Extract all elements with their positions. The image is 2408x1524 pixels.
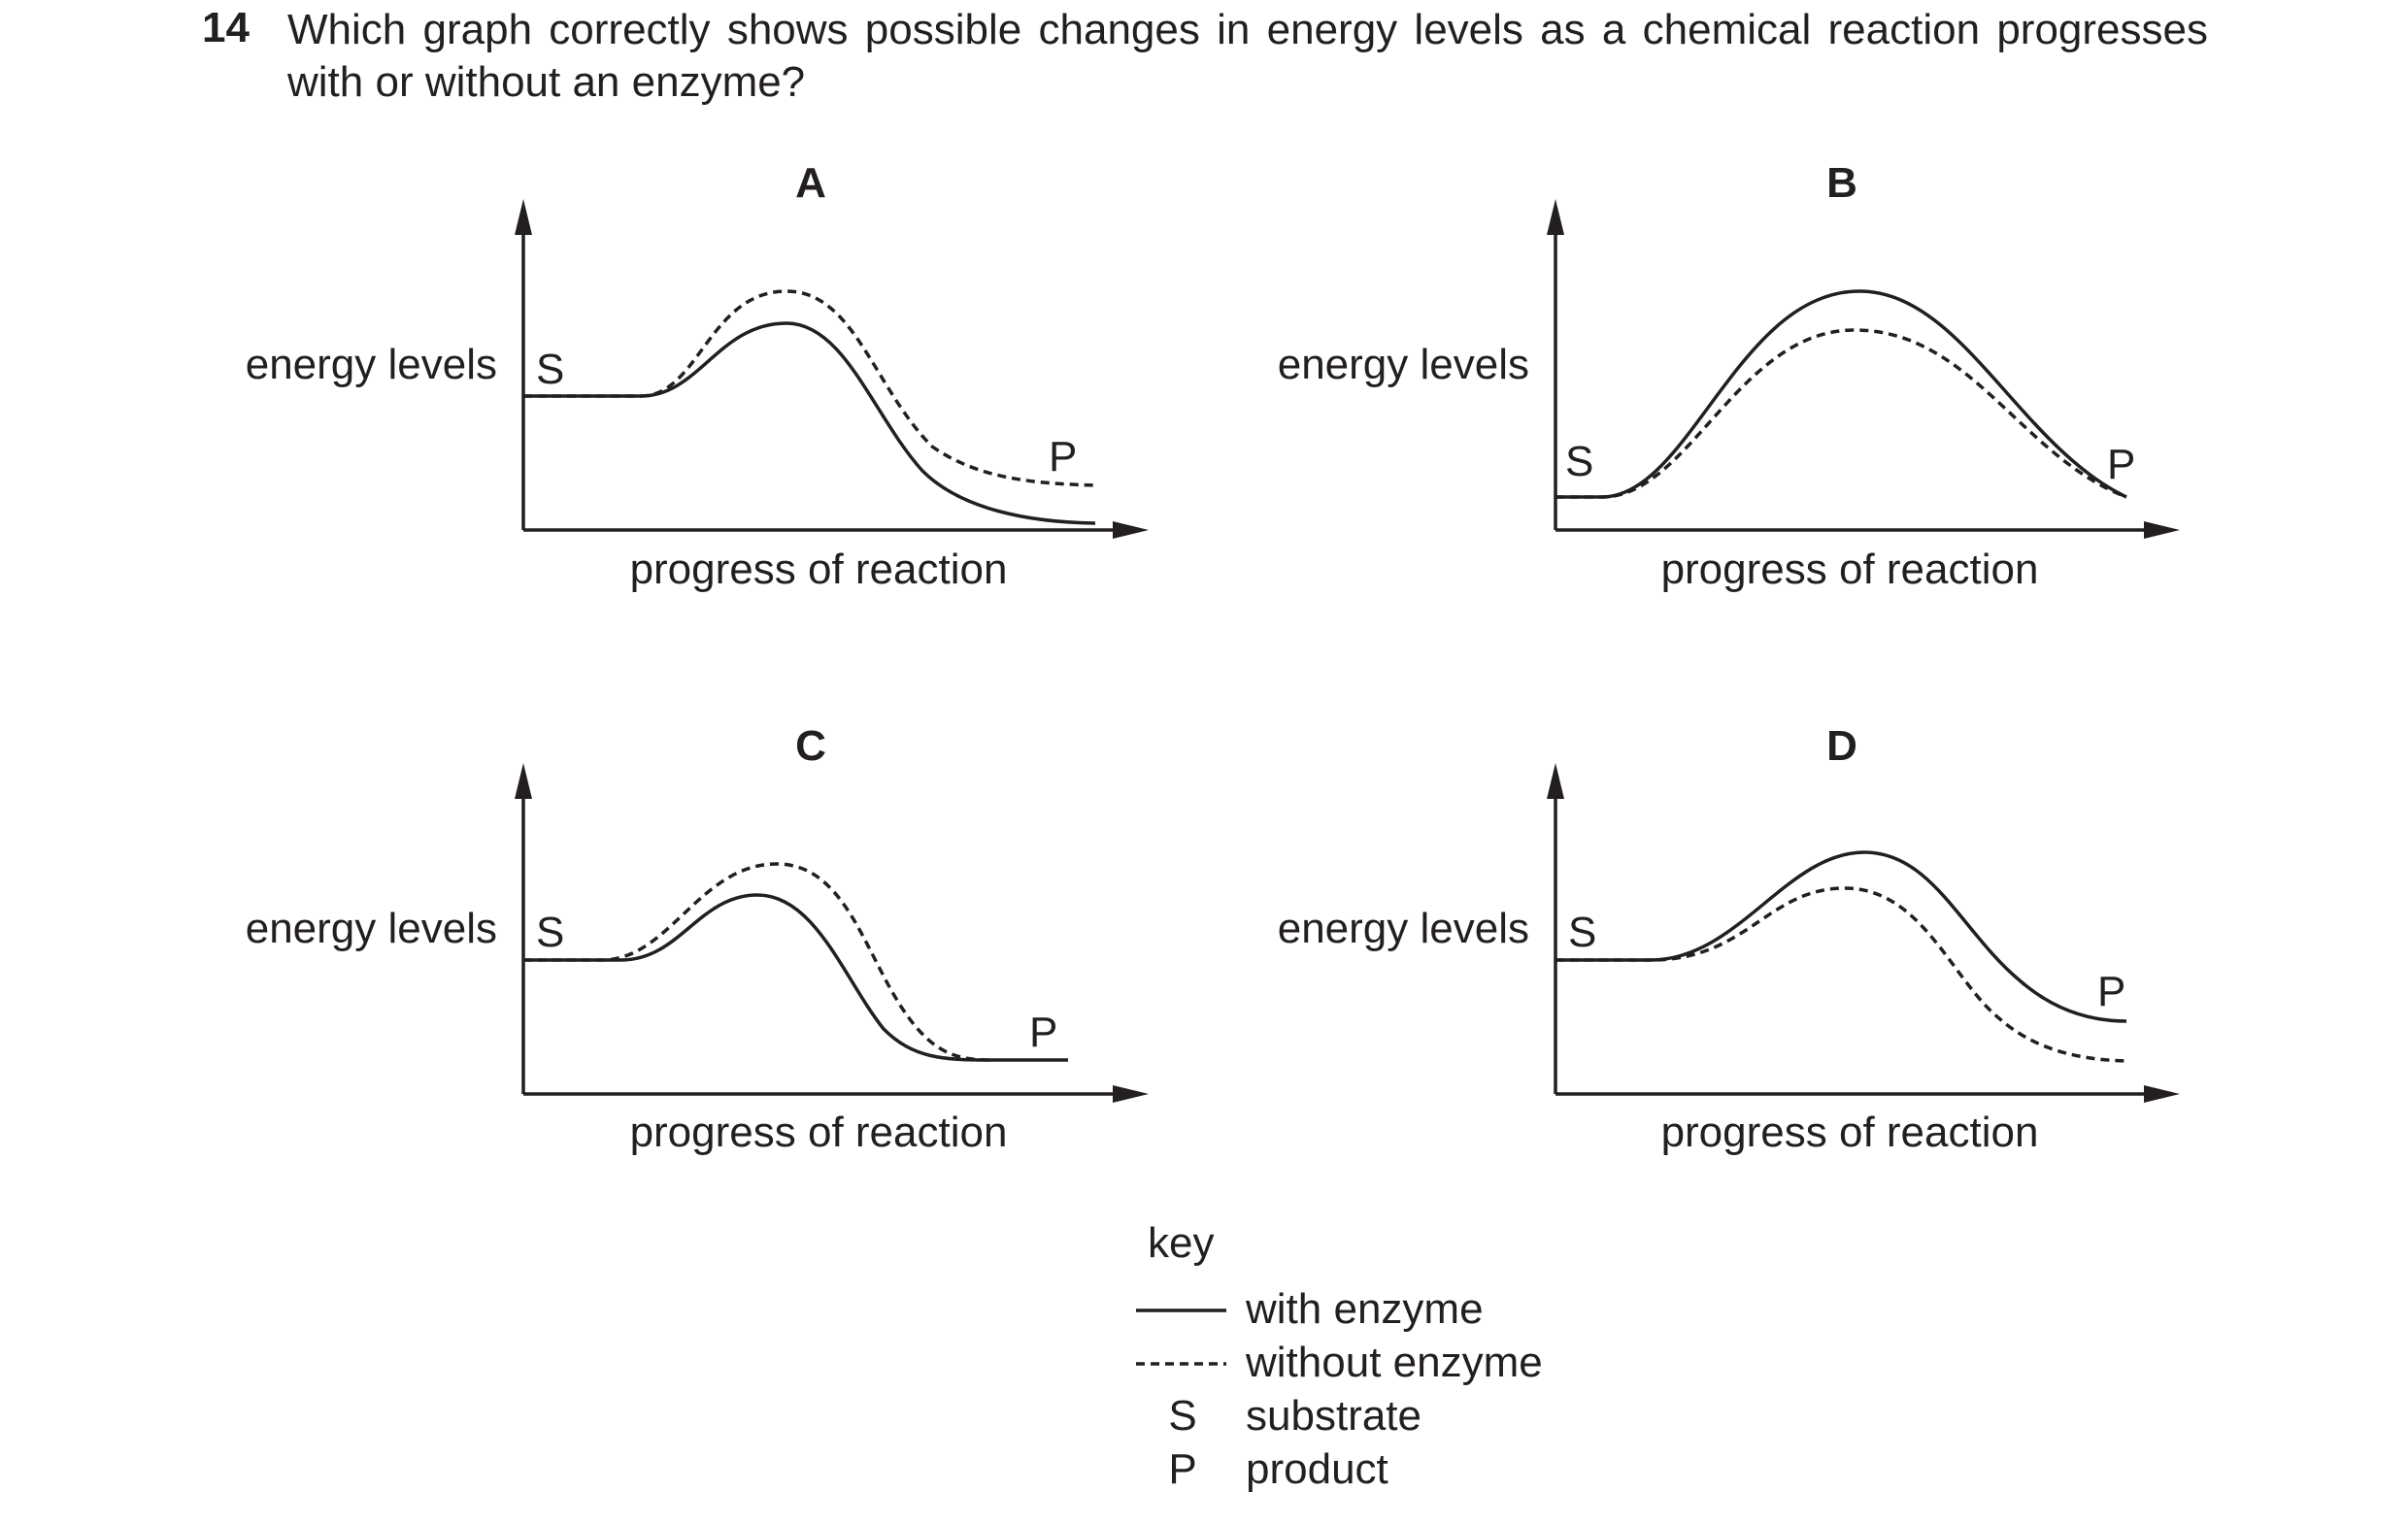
graph-a-title: A bbox=[795, 159, 826, 207]
graph-a-s-label: S bbox=[536, 346, 564, 393]
graph-a-without-enzyme-curve bbox=[523, 289, 1096, 487]
graph-c-s-label: S bbox=[536, 909, 564, 956]
graph-c-y-arrow bbox=[515, 763, 532, 799]
question-number: 14 bbox=[202, 4, 250, 51]
key-item-symbol: S bbox=[1168, 1392, 1196, 1440]
graph-d-ylabel: energy levels bbox=[1278, 905, 1529, 952]
key-item-label: without enzyme bbox=[1245, 1339, 1543, 1386]
graph-c: C energy levels S P progress of reaction bbox=[246, 722, 1149, 1156]
graph-d: D energy levels S P progress of reaction bbox=[1278, 722, 2180, 1156]
graph-d-with-enzyme-curve bbox=[1555, 850, 2127, 1023]
graph-b-xlabel: progress of reaction bbox=[1661, 546, 2039, 593]
graph-d-p-label: P bbox=[2097, 968, 2125, 1015]
graph-a-x-arrow bbox=[1113, 521, 1149, 539]
graph-a-y-arrow bbox=[515, 199, 532, 235]
graph-d-without-enzyme-curve bbox=[1555, 886, 2127, 1063]
graph-c-without-enzyme-curve bbox=[523, 862, 991, 1062]
graph-d-s-label: S bbox=[1568, 909, 1596, 956]
graph-a-with-enzyme-curve bbox=[523, 321, 1096, 525]
graph-c-x-arrow bbox=[1113, 1085, 1149, 1103]
key-item-label: product bbox=[1246, 1445, 1388, 1493]
graph-a-p-label: P bbox=[1049, 433, 1077, 480]
graph-a-ylabel: energy levels bbox=[246, 341, 497, 388]
graph-c-ylabel: energy levels bbox=[246, 905, 497, 952]
key-item-symbol: P bbox=[1168, 1445, 1196, 1493]
graph-b-x-arrow bbox=[2144, 521, 2180, 539]
graph-d-x-arrow bbox=[2144, 1085, 2180, 1103]
graph-b-s-label: S bbox=[1565, 438, 1593, 485]
key: key with enzyme without enzyme S substra… bbox=[1136, 1219, 1543, 1493]
graph-d-title: D bbox=[1826, 722, 1857, 770]
key-item-label: with enzyme bbox=[1245, 1285, 1484, 1333]
graph-b-without-enzyme-curve bbox=[1555, 328, 2127, 499]
graph-b-title: B bbox=[1826, 159, 1857, 207]
graph-c-p-label: P bbox=[1029, 1009, 1057, 1056]
graph-b-y-arrow bbox=[1547, 199, 1564, 235]
graph-a: A energy levels S P progress of reaction bbox=[246, 159, 1149, 593]
graph-b: B energy levels S P progress of reaction bbox=[1278, 159, 2180, 593]
graph-b-with-enzyme-curve bbox=[1555, 289, 2127, 499]
graph-c-xlabel: progress of reaction bbox=[630, 1109, 1008, 1156]
graph-b-p-label: P bbox=[2107, 441, 2135, 488]
graph-d-xlabel: progress of reaction bbox=[1661, 1109, 2039, 1156]
question-text: Which graph correctly shows possible cha… bbox=[287, 6, 2208, 106]
graph-c-with-enzyme-curve bbox=[523, 893, 1068, 1062]
graph-c-title: C bbox=[795, 722, 826, 770]
graph-a-xlabel: progress of reaction bbox=[630, 546, 1008, 593]
key-item-label: substrate bbox=[1246, 1392, 1421, 1440]
graph-d-y-arrow bbox=[1547, 763, 1564, 799]
key-title: key bbox=[1148, 1219, 1214, 1267]
graph-b-ylabel: energy levels bbox=[1278, 341, 1529, 388]
